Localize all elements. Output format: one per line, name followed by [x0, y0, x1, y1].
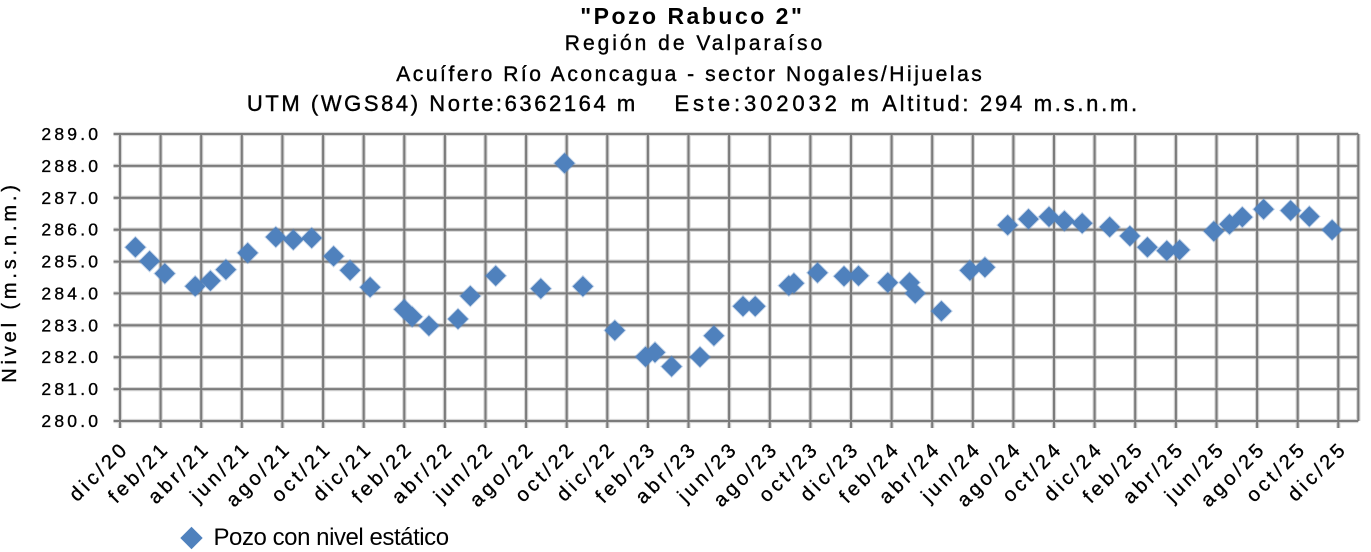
svg-text:281.0: 281.0 — [41, 379, 101, 399]
svg-text:Este:302032 m: Este:302032 m — [674, 91, 873, 116]
svg-text:288.0: 288.0 — [41, 156, 101, 176]
svg-text:Nivel (m.s.n.m.): Nivel (m.s.n.m.) — [0, 181, 21, 383]
svg-text:"Pozo Rabuco 2": "Pozo Rabuco 2" — [580, 3, 804, 29]
svg-text:Región de Valparaíso: Región de Valparaíso — [565, 32, 825, 55]
svg-text:284.0: 284.0 — [41, 283, 101, 303]
svg-text:280.0: 280.0 — [41, 411, 101, 431]
svg-text:286.0: 286.0 — [41, 220, 101, 240]
svg-text:Altitud: 294 m.s.n.m.: Altitud: 294 m.s.n.m. — [882, 91, 1140, 116]
svg-text:283.0: 283.0 — [41, 315, 101, 335]
svg-text:287.0: 287.0 — [41, 188, 101, 208]
svg-text:Pozo con nivel estático: Pozo con nivel estático — [214, 524, 449, 551]
svg-text:Acuífero Río Aconcagua - secto: Acuífero Río Aconcagua - sector Nogales/… — [396, 63, 984, 86]
svg-text:285.0: 285.0 — [41, 252, 101, 272]
svg-text:282.0: 282.0 — [41, 347, 101, 367]
svg-text:289.0: 289.0 — [41, 124, 101, 144]
svg-text:UTM (WGS84) Norte:6362164 m: UTM (WGS84) Norte:6362164 m — [247, 91, 638, 116]
